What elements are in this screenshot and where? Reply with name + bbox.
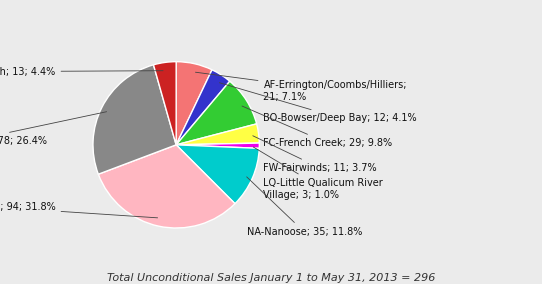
Wedge shape (153, 62, 176, 145)
Text: PK-Parksville; 94; 31.8%: PK-Parksville; 94; 31.8% (0, 202, 158, 218)
Wedge shape (176, 145, 259, 204)
Wedge shape (176, 124, 259, 145)
Text: NA-Nanoose; 35; 11.8%: NA-Nanoose; 35; 11.8% (247, 177, 362, 237)
Text: LQ-Little Qualicum River
Village; 3; 1.0%: LQ-Little Qualicum River Village; 3; 1.0… (254, 147, 383, 200)
Wedge shape (176, 143, 259, 148)
Text: BO-Bowser/Deep Bay; 12; 4.1%: BO-Bowser/Deep Bay; 12; 4.1% (220, 83, 417, 123)
Wedge shape (176, 81, 257, 145)
Text: QB-Qualicum Beach; 78; 26.4%: QB-Qualicum Beach; 78; 26.4% (0, 112, 107, 146)
Text: FC-French Creek; 29; 9.8%: FC-French Creek; 29; 9.8% (242, 106, 392, 148)
Text: AF-Errington/Coombs/Hilliers;
21; 7.1%: AF-Errington/Coombs/Hilliers; 21; 7.1% (196, 72, 407, 102)
Wedge shape (98, 145, 235, 228)
Wedge shape (176, 70, 230, 145)
Text: FW-Fairwinds; 11; 3.7%: FW-Fairwinds; 11; 3.7% (253, 136, 377, 173)
Text: Total Unconditional Sales January 1 to May 31, 2013 = 296: Total Unconditional Sales January 1 to M… (107, 273, 435, 283)
Wedge shape (176, 62, 212, 145)
Wedge shape (93, 65, 176, 174)
Text: QN-Qualicum North; 13; 4.4%: QN-Qualicum North; 13; 4.4% (0, 67, 163, 77)
